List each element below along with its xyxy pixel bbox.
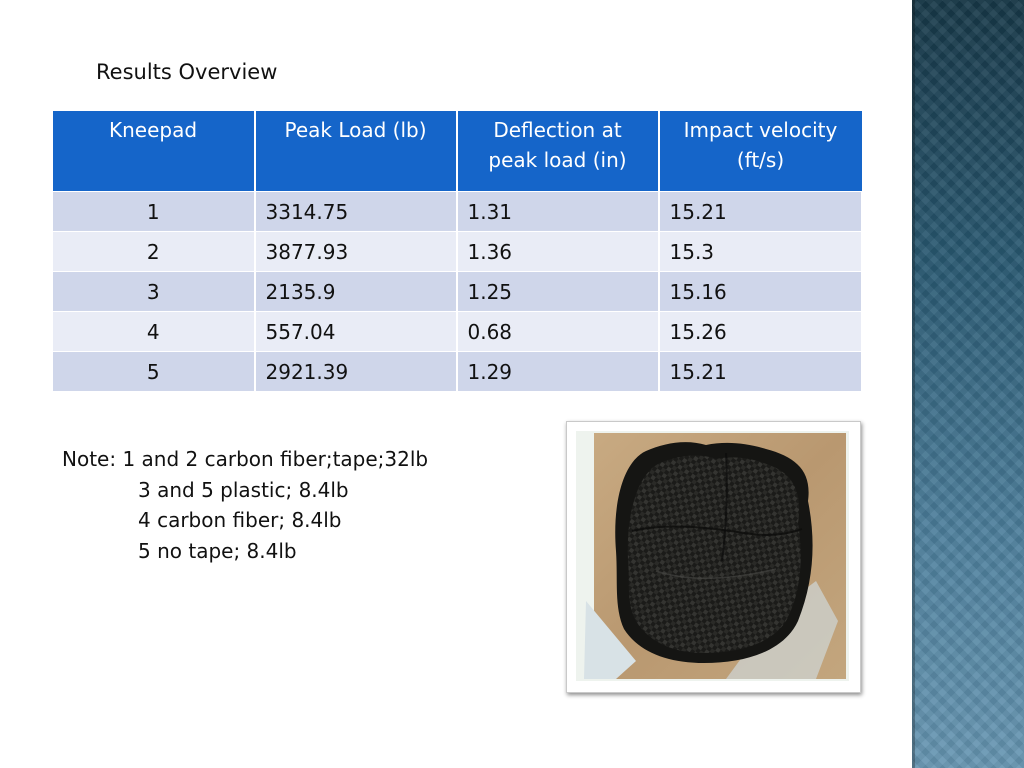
results-table: Kneepad Peak Load (lb) Deflection at pea… [52, 111, 863, 392]
header-impact-velocity: Impact velocity (ft/s) [658, 111, 862, 192]
slide-title: Results Overview [96, 60, 278, 84]
cell-peak-load: 3314.75 [254, 191, 458, 232]
table-row: 3 2135.9 1.25 15.16 [52, 271, 863, 312]
cell-kneepad: 1 [52, 191, 256, 232]
header-deflection: Deflection at peak load (in) [456, 111, 660, 192]
cell-impact-velocity: 15.16 [658, 271, 863, 312]
cell-peak-load: 3877.93 [254, 231, 458, 272]
header-kneepad: Kneepad [52, 111, 256, 192]
header-peak-load: Peak Load (lb) [254, 111, 458, 192]
cell-kneepad: 2 [52, 231, 256, 272]
cell-deflection: 0.68 [456, 311, 660, 352]
table-row: 1 3314.75 1.31 15.21 [52, 191, 863, 232]
cell-deflection: 1.25 [456, 271, 660, 312]
cell-kneepad: 5 [52, 351, 256, 392]
note-line: 4 carbon fiber; 8.4lb [138, 508, 342, 532]
table-header-row: Kneepad Peak Load (lb) Deflection at pea… [52, 111, 862, 192]
cell-impact-velocity: 15.3 [658, 231, 863, 272]
cell-kneepad: 4 [52, 311, 256, 352]
cell-impact-velocity: 15.26 [658, 311, 863, 352]
cell-deflection: 1.31 [456, 191, 660, 232]
table-row: 2 3877.93 1.36 15.3 [52, 231, 863, 272]
cell-peak-load: 2135.9 [254, 271, 458, 312]
note-line: 5 no tape; 8.4lb [138, 538, 297, 563]
note-block: Note: 1 and 2 carbon fiber;tape;32lb 3 a… [62, 444, 428, 566]
cell-deflection: 1.29 [456, 351, 660, 392]
kneepad-photo-frame [566, 421, 861, 693]
cell-kneepad: 3 [52, 271, 256, 312]
table-row: 5 2921.39 1.29 15.21 [52, 351, 863, 392]
note-line: 3 and 5 plastic; 8.4lb [138, 477, 349, 502]
decorative-side-band [912, 0, 1024, 768]
cell-peak-load: 2921.39 [254, 351, 458, 392]
cell-impact-velocity: 15.21 [658, 351, 863, 392]
note-line: Note: 1 and 2 carbon fiber;tape;32lb [62, 447, 429, 471]
cell-peak-load: 557.04 [254, 311, 458, 352]
kneepad-photo [576, 431, 849, 681]
cell-deflection: 1.36 [456, 231, 660, 272]
cell-impact-velocity: 15.21 [658, 191, 863, 232]
table-row: 4 557.04 0.68 15.26 [52, 311, 863, 352]
